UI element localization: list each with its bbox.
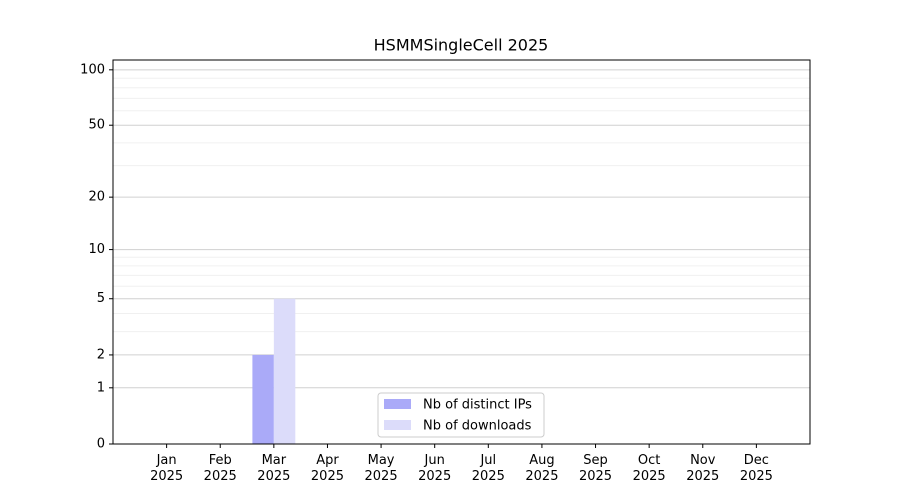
x-tick-label: Mar 2025 bbox=[257, 453, 291, 484]
x-tick-label: Jan 2025 bbox=[150, 453, 184, 484]
legend-label: Nb of distinct IPs bbox=[423, 398, 532, 413]
x-tick-label: Dec 2025 bbox=[739, 453, 773, 484]
x-tick-label: Feb 2025 bbox=[203, 453, 237, 484]
y-tick-label: 5 bbox=[97, 291, 105, 306]
chart-title: HSMMSingleCell 2025 bbox=[374, 36, 549, 55]
y-tick-label: 20 bbox=[88, 190, 105, 205]
x-tick-label: Oct 2025 bbox=[632, 453, 666, 484]
y-tick-label: 0 bbox=[97, 437, 105, 452]
bar bbox=[252, 354, 274, 444]
x-tick-label: Aug 2025 bbox=[525, 453, 559, 484]
y-tick-label: 10 bbox=[88, 242, 105, 257]
legend-swatch bbox=[384, 420, 411, 430]
x-tick-label: Apr 2025 bbox=[310, 453, 344, 484]
plot-frame bbox=[112, 59, 811, 445]
y-tick-label: 1 bbox=[97, 380, 105, 395]
legend-swatch bbox=[384, 399, 411, 409]
x-tick-label: Jun 2025 bbox=[418, 453, 452, 484]
y-tick-label: 100 bbox=[80, 62, 105, 77]
legend-box bbox=[377, 392, 545, 438]
x-tick-label: Jul 2025 bbox=[471, 453, 505, 484]
x-tick-label: Nov 2025 bbox=[686, 453, 720, 484]
legend-label: Nb of downloads bbox=[423, 419, 532, 434]
x-tick-label: May 2025 bbox=[364, 453, 398, 484]
y-tick-label: 50 bbox=[88, 118, 105, 133]
x-tick-label: Sep 2025 bbox=[578, 453, 613, 484]
bar bbox=[273, 298, 296, 444]
y-tick-label: 2 bbox=[97, 347, 105, 362]
